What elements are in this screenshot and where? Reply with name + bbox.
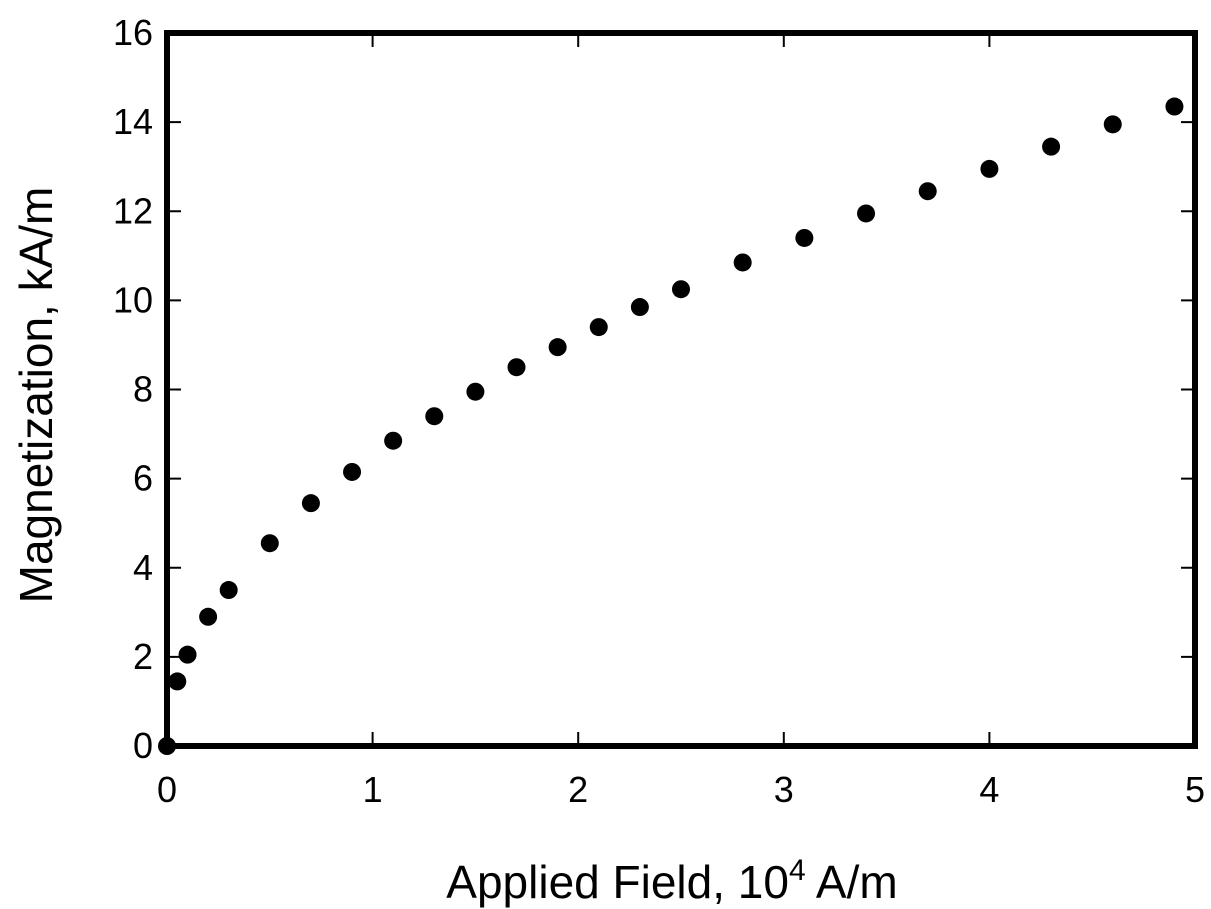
data-point bbox=[630, 298, 649, 317]
tick-marks bbox=[167, 33, 1195, 746]
data-point bbox=[918, 182, 937, 201]
data-point bbox=[301, 494, 320, 513]
data-point bbox=[343, 462, 362, 481]
x-axis-title-exponent: 4 bbox=[789, 854, 806, 887]
data-point bbox=[199, 607, 218, 626]
y-tick-label: 14 bbox=[113, 101, 153, 142]
data-point bbox=[733, 253, 752, 272]
data-point bbox=[466, 382, 485, 401]
data-point bbox=[589, 318, 608, 337]
data-point bbox=[168, 672, 187, 691]
x-tick-label: 5 bbox=[1185, 769, 1205, 810]
y-tick-label: 12 bbox=[113, 190, 153, 231]
y-tick-label: 8 bbox=[133, 369, 153, 410]
data-point bbox=[1165, 97, 1184, 116]
y-tick-label: 16 bbox=[113, 12, 153, 53]
x-tick-labels: 0 1 2 3 4 5 bbox=[157, 769, 1205, 810]
data-point bbox=[384, 431, 403, 450]
data-point bbox=[857, 204, 876, 223]
y-tick-label: 4 bbox=[133, 547, 153, 588]
x-axis-title-text: Applied Field, 10 bbox=[446, 856, 789, 908]
y-tick-label: 0 bbox=[133, 725, 153, 766]
x-tick-label: 3 bbox=[774, 769, 794, 810]
data-point bbox=[1103, 115, 1122, 134]
x-tick-label: 2 bbox=[568, 769, 588, 810]
data-point bbox=[672, 280, 690, 299]
plot-frame bbox=[164, 30, 1198, 749]
data-point bbox=[795, 228, 814, 247]
data-point bbox=[219, 581, 238, 600]
data-point bbox=[980, 159, 999, 178]
y-tick-label: 6 bbox=[133, 458, 153, 499]
data-point bbox=[425, 407, 444, 426]
y-tick-label: 2 bbox=[133, 636, 153, 677]
data-point bbox=[548, 338, 567, 357]
x-tick-label: 0 bbox=[157, 769, 177, 810]
data-points bbox=[158, 97, 1184, 755]
x-tick-label: 1 bbox=[363, 769, 383, 810]
y-tick-label: 10 bbox=[113, 279, 153, 320]
y-axis-title: Magnetization, kA/m bbox=[10, 187, 62, 604]
x-tick-label: 4 bbox=[979, 769, 999, 810]
x-axis-title: Applied Field, 104 A/m bbox=[446, 854, 897, 908]
data-point bbox=[178, 645, 197, 664]
data-point bbox=[1042, 137, 1061, 156]
data-point bbox=[507, 358, 526, 377]
y-tick-labels: 0 2 4 6 8 10 12 14 16 bbox=[113, 12, 153, 766]
x-axis-title-unit: A/m bbox=[806, 856, 898, 908]
data-point bbox=[260, 534, 279, 553]
